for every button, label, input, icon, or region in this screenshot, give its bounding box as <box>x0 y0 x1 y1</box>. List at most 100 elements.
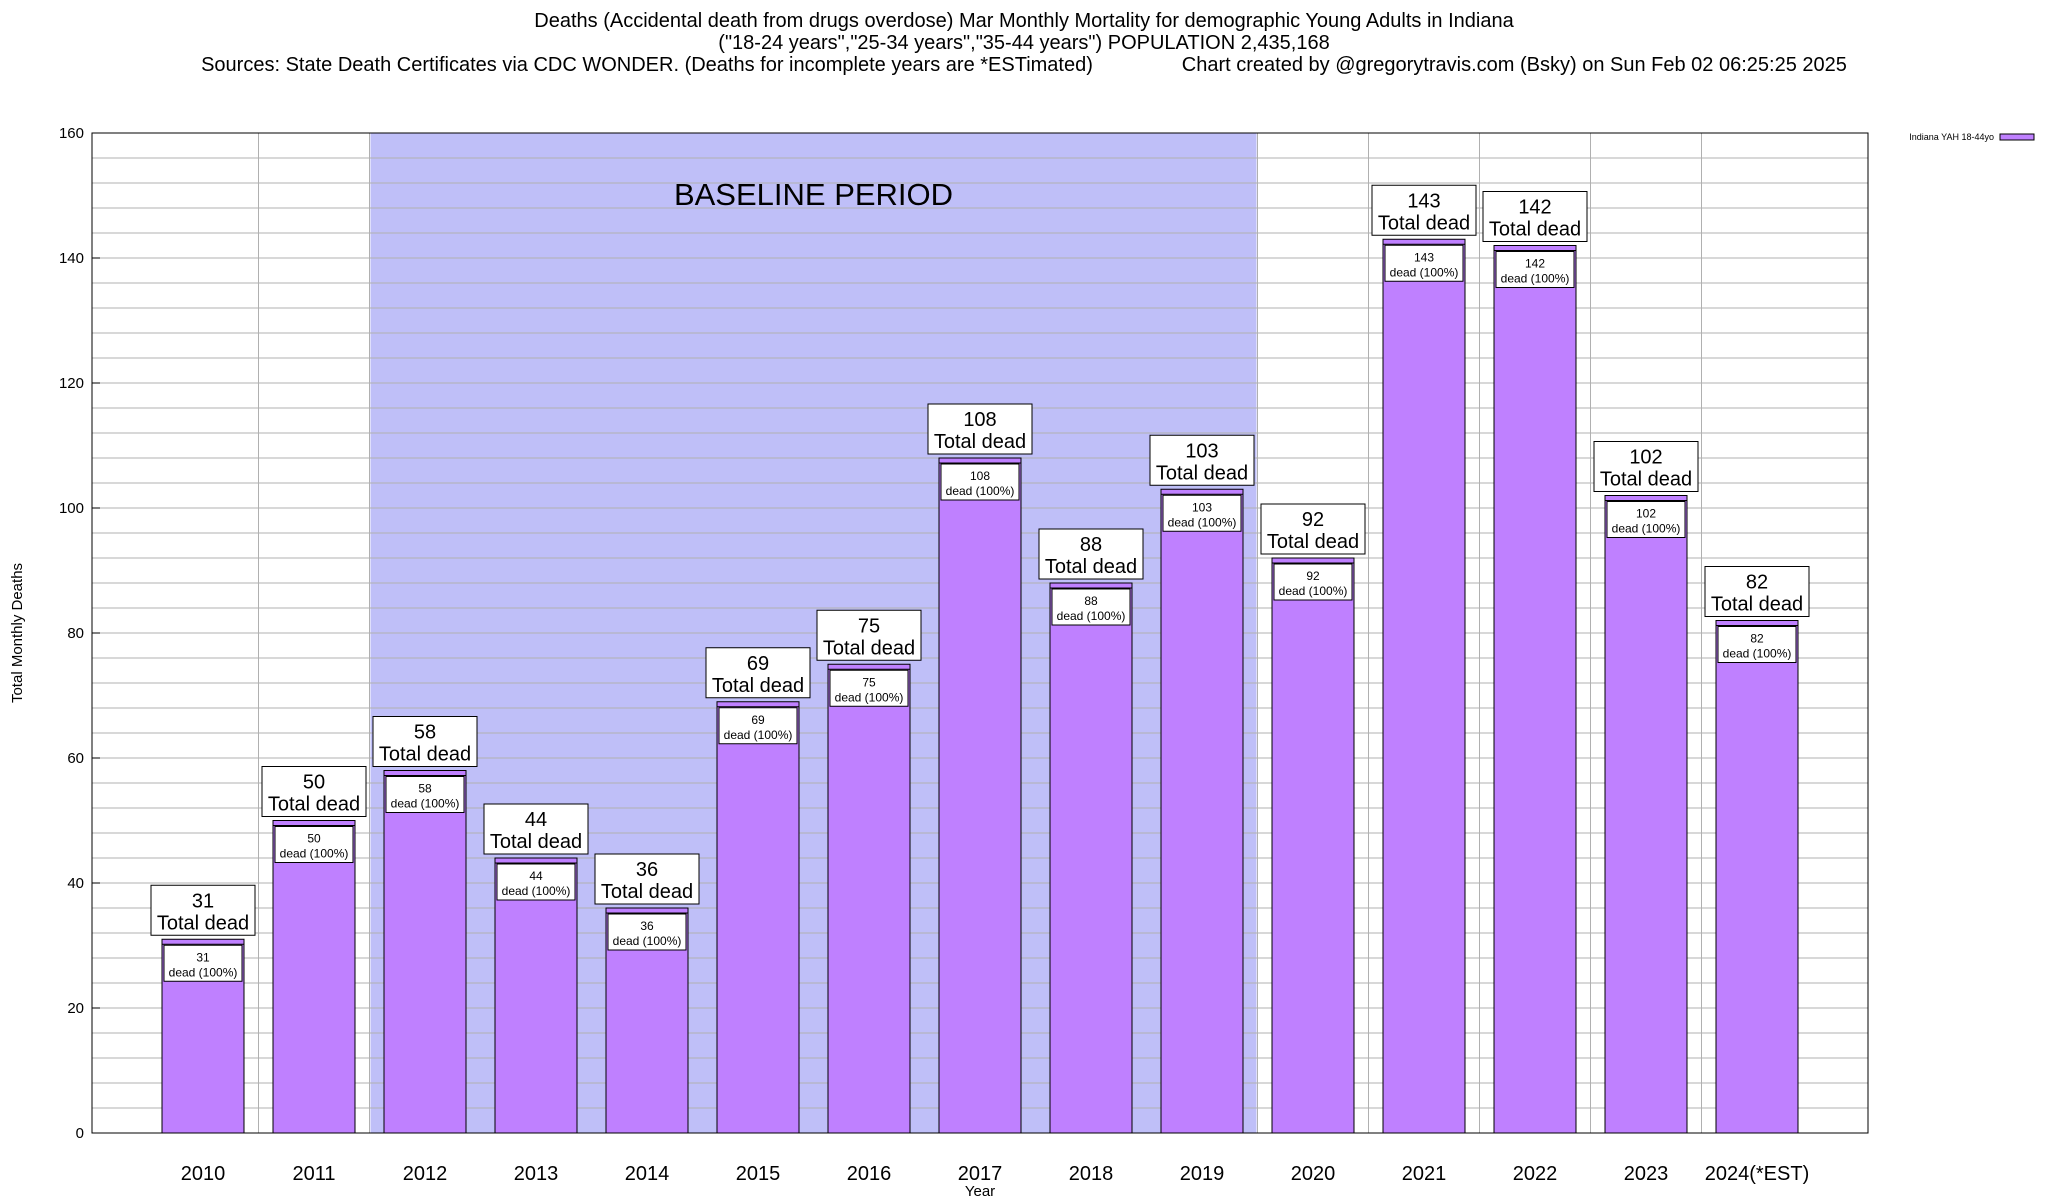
inner-value-label: 108 <box>970 469 990 483</box>
x-axis-label: Year <box>965 1183 995 1200</box>
chart-header: Deaths (Accidental death from drugs over… <box>0 10 2048 76</box>
inner-label-box <box>274 826 354 863</box>
total-text-label: Total dead <box>1489 219 1581 241</box>
total-text-label: Total dead <box>1711 594 1803 616</box>
total-label-box <box>1482 191 1588 242</box>
inner-label-box <box>940 463 1020 501</box>
chart-subtitle: ("18-24 years","25-34 years","35-44 year… <box>718 32 1330 54</box>
bar <box>494 857 578 1134</box>
total-value-label: 69 <box>747 653 769 675</box>
inner-percent-label: dead (100%) <box>502 884 571 898</box>
total-value-label: 44 <box>525 809 547 831</box>
chart-title: Deaths (Accidental death from drugs over… <box>534 10 1514 32</box>
y-tick-label: 0 <box>76 1125 84 1142</box>
total-label-box <box>927 403 1033 455</box>
total-text-label: Total dead <box>601 881 693 903</box>
x-tick-label: 2023 <box>1624 1163 1669 1185</box>
bar <box>1160 488 1244 1134</box>
bar <box>1049 582 1133 1134</box>
inner-value-label: 44 <box>529 869 543 883</box>
x-tick-label: 2012 <box>403 1163 448 1185</box>
x-tick-label: 2022 <box>1513 1163 1558 1185</box>
x-tick-label: 2016 <box>847 1163 892 1185</box>
total-text-label: Total dead <box>1045 556 1137 578</box>
x-tick-label: 2017 <box>958 1163 1003 1185</box>
inner-label-box <box>1273 563 1353 601</box>
inner-percent-label: dead (100%) <box>946 484 1015 498</box>
total-value-label: 92 <box>1302 509 1324 531</box>
inner-label-box <box>163 944 243 982</box>
total-text-label: Total dead <box>1600 469 1692 491</box>
total-value-label: 50 <box>303 772 325 794</box>
inner-value-label: 69 <box>751 713 765 727</box>
total-text-label: Total dead <box>268 794 360 816</box>
total-label-box <box>594 853 700 905</box>
total-text-label: Total dead <box>1156 462 1248 484</box>
y-tick-label: 80 <box>67 625 84 642</box>
inner-percent-label: dead (100%) <box>1168 515 1237 529</box>
bar <box>716 701 800 1134</box>
total-value-label: 58 <box>414 722 436 744</box>
total-value-label: 88 <box>1080 534 1102 556</box>
bar <box>938 457 1022 1134</box>
inner-label-box <box>607 913 687 951</box>
total-value-label: 143 <box>1407 190 1440 212</box>
total-text-label: Total dead <box>490 831 582 853</box>
inner-label-box <box>496 863 576 901</box>
inner-label-box <box>1384 244 1464 282</box>
inner-percent-label: dead (100%) <box>1612 522 1681 536</box>
inner-percent-label: dead (100%) <box>613 934 682 948</box>
total-value-label: 31 <box>192 890 214 912</box>
x-tick-label: 2024(*EST) <box>1705 1163 1810 1185</box>
total-text-label: Total dead <box>934 431 1026 453</box>
bar <box>1382 238 1466 1134</box>
bar <box>827 663 911 1134</box>
y-tick-label: 100 <box>59 500 84 517</box>
inner-label-box <box>1051 588 1131 626</box>
y-axis-label: Total Monthly Deaths <box>9 563 26 703</box>
inner-percent-label: dead (100%) <box>724 728 793 742</box>
total-value-label: 75 <box>858 615 880 637</box>
bar <box>272 820 356 1134</box>
inner-value-label: 92 <box>1306 569 1320 583</box>
legend-label: Indiana YAH 18-44yo <box>1909 132 1994 142</box>
x-tick-label: 2013 <box>514 1163 559 1185</box>
total-text-label: Total dead <box>157 912 249 934</box>
total-value-label: 108 <box>963 409 996 431</box>
inner-label-box <box>1606 501 1686 538</box>
total-label-box <box>1704 566 1810 617</box>
total-value-label: 142 <box>1518 197 1551 219</box>
inner-value-label: 75 <box>862 675 876 689</box>
total-text-label: Total dead <box>823 637 915 659</box>
total-text-label: Total dead <box>1378 212 1470 234</box>
inner-percent-label: dead (100%) <box>280 847 349 861</box>
x-tick-label: 2014 <box>625 1163 670 1185</box>
inner-label-box <box>1717 626 1797 663</box>
total-text-label: Total dead <box>712 675 804 697</box>
x-tick-label: 2020 <box>1291 1163 1336 1185</box>
inner-percent-label: dead (100%) <box>1279 584 1348 598</box>
total-label-box <box>1149 434 1255 486</box>
inner-percent-label: dead (100%) <box>1057 609 1126 623</box>
total-label-box <box>261 766 367 817</box>
inner-label-box <box>718 707 798 745</box>
baseline-period-label: BASELINE PERIOD <box>674 177 953 212</box>
inner-percent-label: dead (100%) <box>1501 272 1570 286</box>
y-tick-label: 60 <box>67 750 84 767</box>
total-value-label: 82 <box>1746 572 1768 594</box>
total-label-box <box>483 803 589 855</box>
inner-label-box <box>1495 251 1575 288</box>
bar <box>383 770 467 1134</box>
total-label-box <box>816 609 922 661</box>
inner-value-label: 102 <box>1636 507 1656 521</box>
bar <box>1493 245 1577 1134</box>
inner-percent-label: dead (100%) <box>391 797 460 811</box>
inner-value-label: 36 <box>640 919 654 933</box>
inner-value-label: 50 <box>307 832 321 846</box>
total-label-box <box>705 647 811 699</box>
x-tick-label: 2021 <box>1402 1163 1447 1185</box>
source-text: Sources: State Death Certificates via CD… <box>201 54 1093 76</box>
total-label-box <box>1260 503 1366 555</box>
total-label-box <box>372 716 478 767</box>
x-tick-label: 2010 <box>181 1163 226 1185</box>
